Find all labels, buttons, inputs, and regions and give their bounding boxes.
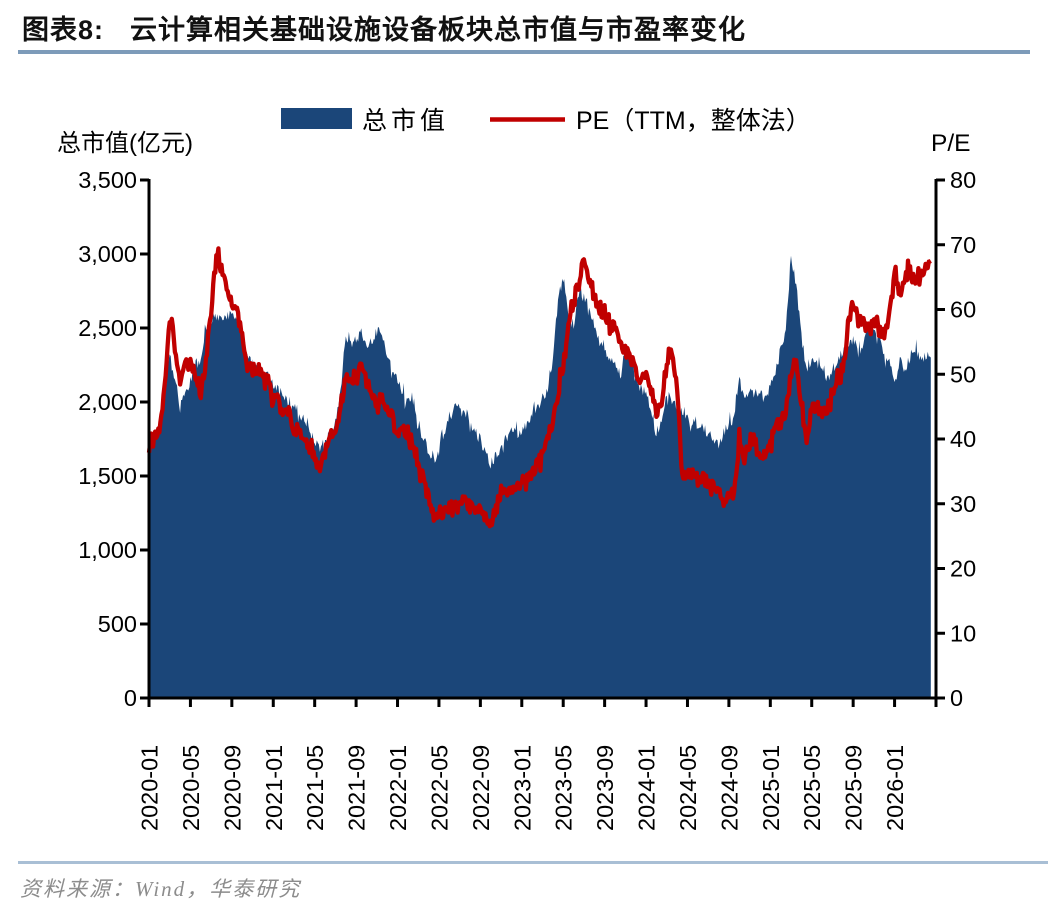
x-axis-tick-label: 2022-05 — [426, 745, 452, 831]
right-axis-tick-label: 30 — [950, 491, 976, 517]
x-axis-tick-label: 2024-09 — [716, 745, 742, 831]
x-axis-tick-label: 2023-01 — [509, 745, 535, 831]
market-cap-area — [149, 255, 931, 698]
pe-line — [146, 246, 932, 529]
x-axis-tick-label: 2020-05 — [178, 745, 204, 831]
left-axis-tick-label: 2,000 — [78, 389, 137, 415]
legend-swatch-market-cap — [281, 108, 352, 129]
right-axis-tick-label: 80 — [950, 167, 976, 193]
left-axis-tick-label: 3,000 — [78, 241, 137, 267]
right-axis-tick-label: 0 — [950, 685, 963, 711]
legend-label-pe: PE（TTM，整体法） — [576, 107, 811, 135]
page-title: 图表8: 云计算相关基础设施设备板块总市值与市盈率变化 — [22, 8, 1026, 47]
x-axis-tick-label: 2020-01 — [137, 745, 163, 831]
x-axis-tick-label: 2026-01 — [882, 745, 908, 831]
left-axis-title: 总市值(亿元) — [57, 130, 193, 157]
left-axis-tick-label: 1,000 — [78, 537, 137, 563]
right-axis-tick-label: 70 — [950, 232, 976, 258]
left-axis-tick-label: 0 — [124, 685, 137, 711]
x-axis-tick-label: 2021-05 — [302, 745, 328, 831]
x-axis-tick-label: 2021-01 — [261, 745, 287, 831]
x-axis-tick-label: 2020-09 — [219, 745, 245, 831]
left-axis-tick-label: 1,500 — [78, 463, 137, 489]
x-axis-tick-label: 2023-09 — [592, 745, 618, 831]
x-axis-tick-label: 2022-09 — [468, 745, 494, 831]
right-axis-tick-label: 60 — [950, 297, 976, 323]
right-axis-tick-label: 10 — [950, 620, 976, 646]
figure-number: 图表8: — [22, 15, 105, 45]
figure-title: 云计算相关基础设施设备板块总市值与市盈率变化 — [130, 15, 747, 45]
x-axis-tick-label: 2021-09 — [344, 745, 370, 831]
title-underline — [18, 50, 1030, 54]
left-axis-tick-label: 3,500 — [78, 167, 137, 193]
legend-label-market-cap: 总市值 — [362, 107, 449, 135]
right-axis-tick-label: 20 — [950, 556, 976, 582]
footer-separator — [18, 861, 1048, 864]
source-note: 资料来源：Wind，华泰研究 — [20, 877, 302, 901]
x-axis-tick-label: 2025-05 — [799, 745, 825, 831]
x-axis-tick-label: 2024-01 — [634, 745, 660, 831]
x-axis-tick-label: 2022-01 — [385, 745, 411, 831]
x-axis-tick-label: 2025-09 — [841, 745, 867, 831]
right-axis-tick-label: 50 — [950, 361, 976, 387]
left-axis-tick-label: 2,500 — [78, 315, 137, 341]
right-axis-tick-label: 40 — [950, 426, 976, 452]
left-axis-tick-label: 500 — [98, 611, 137, 637]
x-axis-tick-label: 2024-05 — [675, 745, 701, 831]
right-axis-title: P/E — [931, 130, 971, 157]
x-axis-tick-label: 2025-01 — [758, 745, 784, 831]
x-axis-tick-label: 2023-05 — [551, 745, 577, 831]
